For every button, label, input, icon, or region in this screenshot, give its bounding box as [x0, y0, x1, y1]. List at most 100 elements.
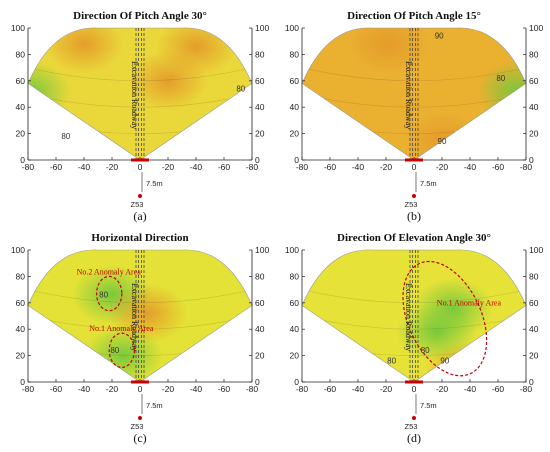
measure-point-label: Z53: [131, 200, 144, 209]
measure-point: [412, 194, 416, 198]
x-tick-label: -60: [218, 162, 231, 172]
heatmap-region: [107, 283, 187, 344]
heatmap-region: [348, 27, 429, 74]
panel-caption: (d): [407, 431, 421, 445]
x-tick-label: -40: [190, 384, 203, 394]
fan-outline: [27, 27, 253, 161]
y-tick-label-right: 80: [529, 271, 539, 281]
contour-label: 80: [496, 74, 505, 83]
x-tick-label: -60: [492, 384, 505, 394]
contour-line: [302, 289, 526, 304]
contour-label: 90: [435, 32, 444, 41]
y-tick-label-right: 80: [255, 49, 265, 59]
face-marker-bar: [131, 158, 149, 162]
x-tick-label: -60: [50, 162, 63, 172]
x-tick-label: -80: [22, 162, 35, 172]
y-tick-label: 20: [16, 129, 26, 139]
distance-label: 7.5m: [420, 179, 437, 188]
x-tick-label: -80: [246, 162, 259, 172]
distance-label: 7.5m: [146, 401, 163, 410]
x-tick-label: 0: [138, 162, 143, 172]
contour-line: [302, 67, 526, 82]
x-tick-label: -20: [380, 384, 393, 394]
fan-outline: [301, 249, 527, 383]
contour-label: 90: [440, 357, 449, 366]
anomaly-label: No.2 Anomaly Area: [77, 267, 142, 276]
x-tick-label: -40: [352, 384, 365, 394]
chart-title: Direction Of Elevation Angle 30°: [337, 232, 491, 244]
y-tick-label: 0: [294, 377, 299, 387]
chart-panel: Direction Of Elevation Angle 30° 0 0 20 20 40…: [285, 232, 544, 445]
contour-label: 80: [61, 132, 70, 141]
y-tick-label-right: 60: [529, 298, 539, 308]
anomaly-ellipse: [108, 332, 136, 369]
contour-line: [28, 67, 252, 82]
measure-point-label: Z53: [131, 422, 144, 431]
x-tick-label: -40: [352, 162, 365, 172]
x-tick-label: -20: [436, 162, 449, 172]
x-tick-label: -20: [162, 384, 175, 394]
x-tick-label: -20: [436, 384, 449, 394]
y-tick-label: 0: [20, 155, 25, 165]
anomaly-ellipse: [95, 275, 123, 312]
y-tick-label-right: 0: [529, 155, 534, 165]
distance-label: 7.5m: [146, 179, 163, 188]
panel-caption: (a): [133, 209, 146, 223]
face-marker-bar: [405, 158, 423, 162]
contour-line: [28, 93, 252, 108]
x-tick-label: -60: [50, 384, 63, 394]
anomaly-label: No.1 Anomaly Area: [89, 324, 154, 333]
chart-panel: Direction Of Pitch Angle 15° 0 0 20 20 40 40 60…: [285, 10, 544, 223]
measure-point: [138, 194, 142, 198]
y-tick-label-right: 40: [529, 102, 539, 112]
y-tick-label-right: 20: [529, 129, 539, 139]
roadway-label: Excavation Roadway: [404, 61, 413, 129]
y-tick-label-right: 0: [255, 155, 260, 165]
x-tick-label: -40: [464, 162, 477, 172]
contour-label: 80: [421, 346, 430, 355]
x-tick-label: -40: [78, 162, 91, 172]
y-tick-label-right: 80: [255, 271, 265, 281]
y-tick-label: 80: [16, 271, 26, 281]
measure-point: [412, 416, 416, 420]
contour-label: 80: [236, 84, 245, 93]
roadway-label: Excavation Roadway: [404, 283, 413, 351]
panel-caption: (c): [133, 431, 146, 445]
x-tick-label: -60: [324, 162, 337, 172]
contour-label: 80: [99, 291, 108, 300]
y-tick-label: 100: [11, 23, 25, 33]
y-tick-label: 20: [16, 351, 26, 361]
x-tick-label: -20: [380, 162, 393, 172]
roadway-label: Excavation Roadway: [130, 283, 139, 351]
heatmap-field: [28, 27, 252, 160]
y-tick-label-right: 20: [255, 129, 265, 139]
y-tick-label: 60: [16, 76, 26, 86]
chart-panel: Direction Of Pitch Angle 30° 0 0 20 20 40 40 60…: [11, 10, 270, 223]
y-tick-label-right: 0: [529, 377, 534, 387]
y-tick-label-right: 60: [255, 298, 265, 308]
roadway-label: Excavation Roadway: [130, 61, 139, 129]
face-marker-bar: [405, 380, 423, 384]
x-tick-label: -60: [492, 162, 505, 172]
y-tick-label: 60: [290, 76, 300, 86]
contour-line: [28, 315, 252, 330]
y-tick-label: 40: [290, 324, 300, 334]
y-tick-label: 100: [285, 245, 299, 255]
x-tick-label: -60: [324, 384, 337, 394]
measure-point-label: Z53: [405, 422, 418, 431]
x-tick-label: -40: [464, 384, 477, 394]
y-tick-label-right: 100: [529, 245, 543, 255]
y-tick-label-right: 20: [255, 351, 265, 361]
y-tick-label-right: 0: [255, 377, 260, 387]
x-tick-label: -40: [78, 384, 91, 394]
y-tick-label: 100: [285, 23, 299, 33]
anomaly-ellipse: [402, 260, 488, 377]
measure-point: [138, 416, 142, 420]
x-tick-label: -80: [296, 162, 309, 172]
x-tick-label: -80: [520, 162, 533, 172]
x-tick-label: -80: [296, 384, 309, 394]
chart-title: Direction Of Pitch Angle 30°: [73, 10, 207, 22]
x-tick-label: -60: [218, 384, 231, 394]
heatmap-field: [302, 250, 526, 382]
